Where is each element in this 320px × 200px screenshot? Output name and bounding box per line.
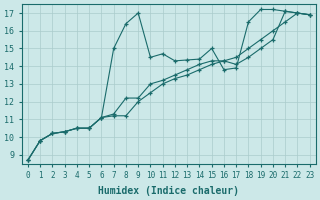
X-axis label: Humidex (Indice chaleur): Humidex (Indice chaleur) [98, 186, 239, 196]
